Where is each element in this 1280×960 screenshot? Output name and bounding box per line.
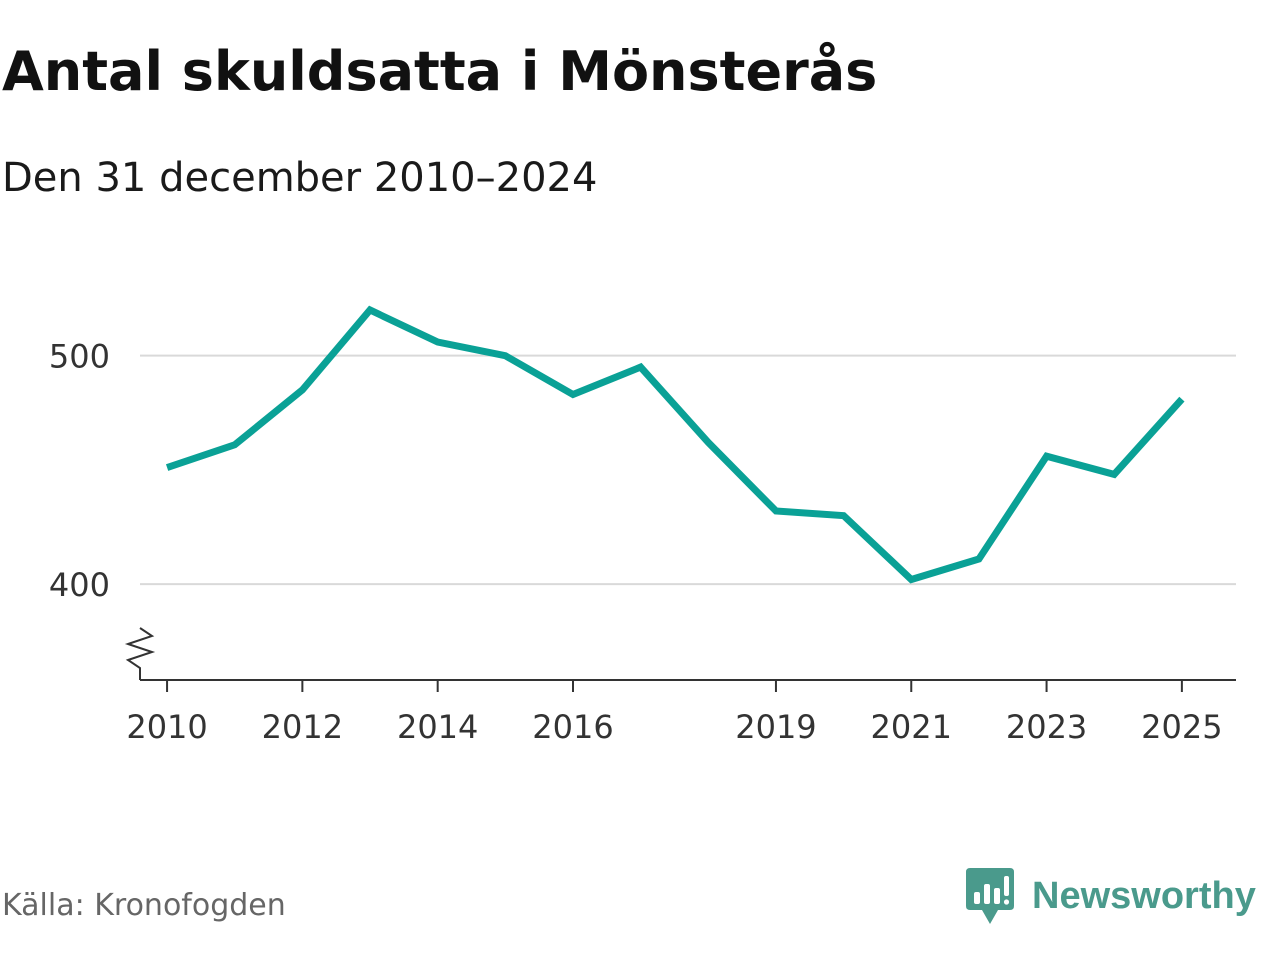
x-tick-label-2016: 2016	[532, 708, 613, 746]
x-tick-label-2023: 2023	[1006, 708, 1087, 746]
series-line-0	[165, 305, 1185, 584]
y-axis-break-icon	[124, 627, 156, 680]
x-tick-label-2025: 2025	[1141, 708, 1222, 746]
x-tick-label-2021: 2021	[871, 708, 952, 746]
brand-name: Newsworthy	[1032, 874, 1256, 917]
brand-logo[interactable]: Newsworthy	[964, 866, 1256, 926]
x-tick-label-2012: 2012	[262, 708, 343, 746]
y-tick-label-500: 500	[49, 338, 110, 376]
x-tick-label-2014: 2014	[397, 708, 478, 746]
source-label: Källa: Kronofogden	[2, 888, 286, 923]
chart-subtitle: Den 31 december 2010–2024	[2, 155, 598, 201]
x-tick-label-2019: 2019	[735, 708, 816, 746]
y-tick-label-400: 400	[49, 566, 110, 604]
line-chart: 400 500 2010 2012 2014 2016 2019 2021 2023 2025	[49, 305, 1236, 746]
newsworthy-logo-icon	[966, 868, 1014, 924]
chart-title: Antal skuldsatta i Mönsterås	[2, 40, 878, 103]
x-tick-label-2010: 2010	[126, 708, 207, 746]
